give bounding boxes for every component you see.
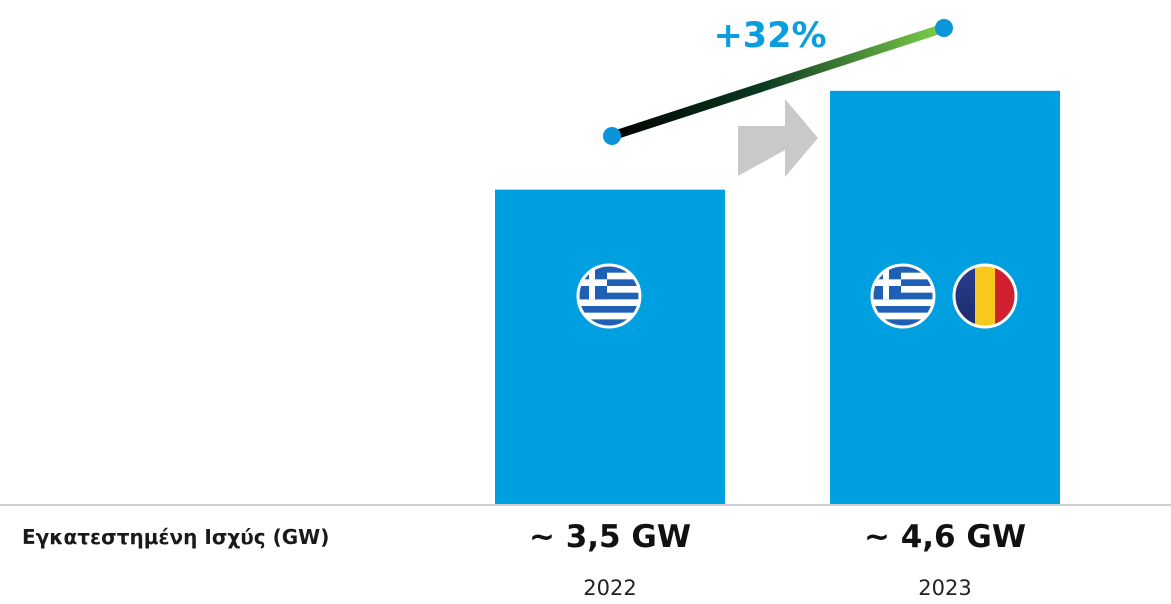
trend-dot-start	[603, 127, 621, 145]
bar-2023	[830, 90, 1060, 504]
value-label-2023: ~ 4,6 GW	[863, 519, 1027, 555]
growth-arrow	[738, 99, 818, 177]
year-label-2023: 2023	[918, 576, 972, 600]
growth-percent-label: +32%	[713, 16, 827, 56]
bar-2022	[495, 189, 725, 505]
trend-line	[607, 23, 949, 141]
romania-flag-icon	[952, 263, 1018, 329]
trend-dot-end	[935, 19, 953, 37]
greece-flag-icon	[870, 263, 936, 329]
year-label-2022: 2022	[583, 576, 637, 600]
bars-layer	[495, 90, 1060, 505]
greece-flag-icon	[576, 263, 642, 329]
flags-layer	[576, 263, 1018, 329]
installed-capacity-label: Εγκατεστημένη Ισχύς (GW)	[22, 525, 330, 549]
value-label-2022: ~ 3,5 GW	[528, 519, 692, 555]
